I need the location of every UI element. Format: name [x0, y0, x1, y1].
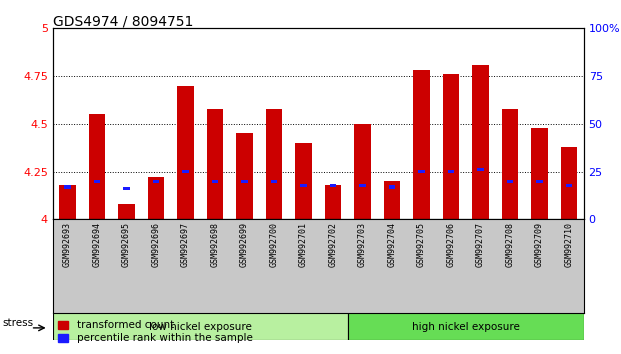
Bar	[325, 185, 341, 219]
Bar	[561, 147, 577, 219]
Bar	[271, 180, 277, 183]
Bar	[348, 313, 584, 340]
Text: GSM992703: GSM992703	[358, 222, 367, 267]
Bar	[237, 133, 253, 219]
Bar	[119, 204, 135, 219]
Text: low nickel exposure: low nickel exposure	[149, 321, 252, 332]
Bar	[537, 180, 543, 183]
Legend: transformed count, percentile rank within the sample: transformed count, percentile rank withi…	[58, 320, 253, 343]
Bar	[478, 168, 484, 171]
Bar	[148, 177, 164, 219]
Bar	[419, 170, 425, 173]
Bar	[355, 124, 371, 219]
Bar	[207, 109, 223, 219]
Text: GSM992705: GSM992705	[417, 222, 426, 267]
Text: GSM992693: GSM992693	[63, 222, 72, 267]
Bar	[389, 185, 395, 189]
Text: GDS4974 / 8094751: GDS4974 / 8094751	[53, 14, 193, 28]
Bar	[414, 70, 430, 219]
Bar	[212, 180, 218, 183]
Bar	[178, 86, 194, 219]
Text: GSM992696: GSM992696	[152, 222, 160, 267]
Text: GSM992707: GSM992707	[476, 222, 485, 267]
Text: GSM992700: GSM992700	[270, 222, 278, 267]
Bar	[384, 181, 400, 219]
Bar	[94, 180, 100, 183]
Text: GSM992704: GSM992704	[388, 222, 396, 267]
Text: GSM992706: GSM992706	[446, 222, 455, 267]
Bar	[473, 65, 489, 219]
Bar	[448, 170, 454, 173]
Text: GSM992701: GSM992701	[299, 222, 308, 267]
Bar	[532, 128, 548, 219]
Bar	[60, 185, 76, 219]
Bar	[360, 183, 366, 187]
Text: GSM992698: GSM992698	[211, 222, 219, 267]
Text: GSM992694: GSM992694	[93, 222, 101, 267]
Bar	[330, 183, 336, 187]
Bar	[153, 180, 159, 183]
Bar	[443, 74, 459, 219]
Text: GSM992709: GSM992709	[535, 222, 544, 267]
Bar	[89, 114, 105, 219]
Text: GSM992695: GSM992695	[122, 222, 131, 267]
Text: high nickel exposure: high nickel exposure	[412, 321, 520, 332]
Text: GSM992697: GSM992697	[181, 222, 190, 267]
Bar	[502, 109, 518, 219]
Bar	[242, 180, 248, 183]
Bar	[507, 180, 513, 183]
Text: stress: stress	[2, 318, 34, 327]
Text: GSM992699: GSM992699	[240, 222, 249, 267]
Bar	[266, 109, 282, 219]
Bar	[65, 185, 71, 189]
Bar	[53, 313, 348, 340]
Bar	[301, 183, 307, 187]
Text: GSM992710: GSM992710	[564, 222, 573, 267]
Bar	[566, 183, 572, 187]
Bar	[296, 143, 312, 219]
Bar	[183, 170, 189, 173]
Text: GSM992708: GSM992708	[505, 222, 514, 267]
Bar	[124, 187, 130, 190]
Text: GSM992702: GSM992702	[329, 222, 337, 267]
